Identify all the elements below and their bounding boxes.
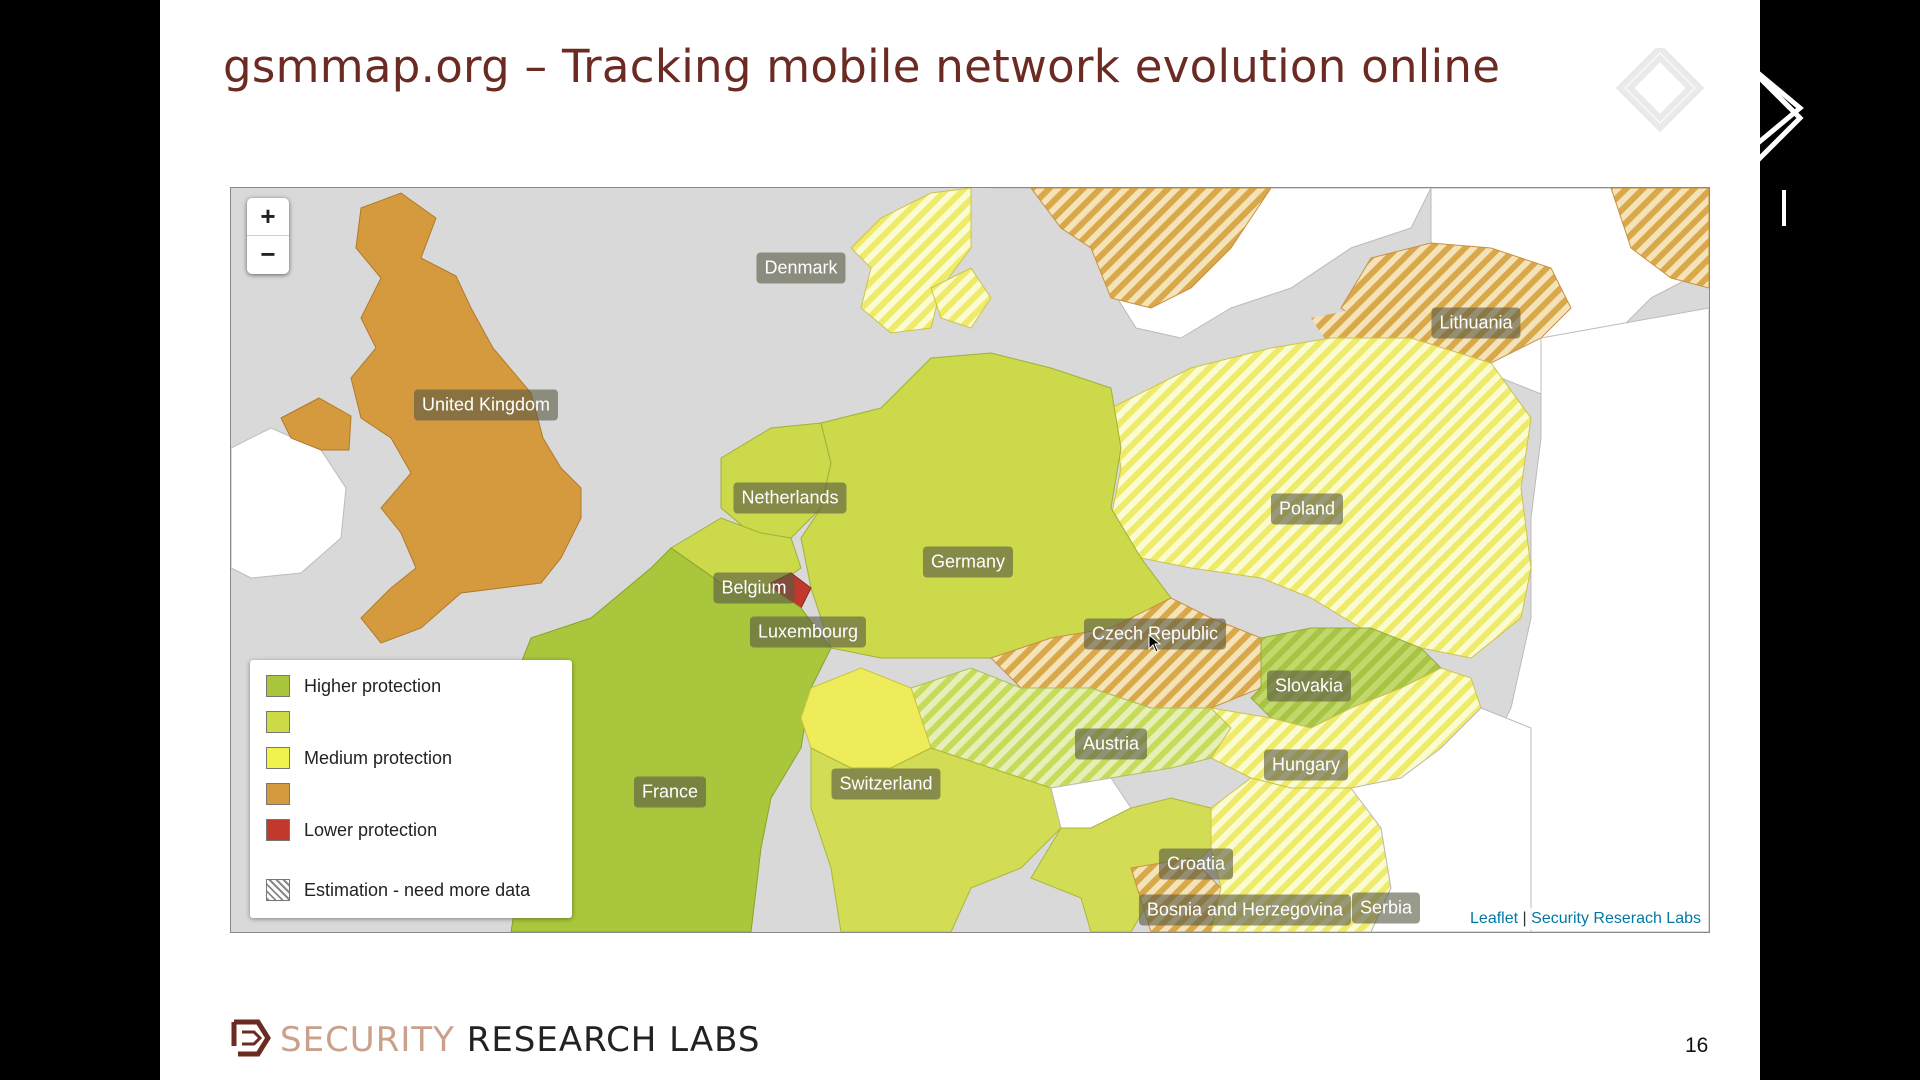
country-label-slovakia[interactable]: Slovakia <box>1266 670 1352 702</box>
country-label-lithuania[interactable]: Lithuania <box>1431 307 1521 339</box>
country-label-belgium[interactable]: Belgium <box>713 572 795 604</box>
country-label-germany[interactable]: Germany <box>922 546 1014 578</box>
legend-swatch <box>266 783 290 805</box>
source-link[interactable]: Security Reserach Labs <box>1531 910 1701 927</box>
legend-item: Lower protection <box>266 818 437 842</box>
legend-swatch <box>266 711 290 733</box>
brand-wordmark: SECURITY RESEARCH LABS <box>280 1020 760 1060</box>
country-label-austria[interactable]: Austria <box>1074 728 1148 760</box>
brand-part-security: SECURITY <box>280 1020 455 1060</box>
country-label-bosnia-and-herzegovina[interactable]: Bosnia and Herzegovina <box>1138 894 1352 926</box>
country-label-poland[interactable]: Poland <box>1270 493 1344 525</box>
attribution-separator: | <box>1522 910 1527 927</box>
legend-label: Medium protection <box>304 747 453 768</box>
brand-part-research-labs: RESEARCH LABS <box>466 1020 761 1060</box>
country-label-france[interactable]: France <box>633 776 707 808</box>
legend-item: Medium protection <box>266 746 452 770</box>
country-label-croatia[interactable]: Croatia <box>1158 848 1234 880</box>
country-label-denmark[interactable]: Denmark <box>756 252 846 284</box>
legend-item: Higher protection <box>266 674 441 698</box>
map-view[interactable]: + − Denmark Lithuania United Kingdom Net… <box>230 187 1710 933</box>
legend-swatch <box>266 819 290 841</box>
slide: gsmmap.org – Tracking mobile network evo… <box>160 0 1760 1080</box>
country-label-united-kingdom[interactable]: United Kingdom <box>413 389 559 421</box>
legend-swatch <box>266 675 290 697</box>
legend-item <box>266 710 304 734</box>
conference-logo-icon <box>1615 48 1804 226</box>
country-label-serbia[interactable]: Serbia <box>1351 892 1421 924</box>
page-number: 16 <box>1685 1034 1709 1057</box>
mouse-cursor-icon <box>1148 634 1162 653</box>
legend-swatch <box>266 747 290 769</box>
legend-item <box>266 782 304 806</box>
map-legend: Higher protection Medium protection Lowe… <box>250 660 572 918</box>
zoom-in-button[interactable]: + <box>247 198 289 236</box>
zoom-out-button[interactable]: − <box>260 239 276 269</box>
leaflet-link[interactable]: Leaflet <box>1470 910 1519 927</box>
slide-title: gsmmap.org – Tracking mobile network evo… <box>223 40 1501 93</box>
legend-label: Lower protection <box>304 819 438 840</box>
map-attribution: Leaflet | Security Reserach Labs <box>1466 908 1705 930</box>
country-label-luxembourg[interactable]: Luxembourg <box>749 616 867 648</box>
legend-label: Higher protection <box>304 675 442 696</box>
country-label-switzerland[interactable]: Switzerland <box>831 768 941 800</box>
legend-label: Estimation - need more data <box>304 879 531 900</box>
srlabs-logo-icon <box>231 1019 271 1057</box>
legend-swatch-hatched <box>266 879 290 901</box>
country-label-hungary[interactable]: Hungary <box>1263 749 1349 781</box>
legend-item: Estimation - need more data <box>266 878 530 902</box>
country-label-netherlands[interactable]: Netherlands <box>733 482 847 514</box>
zoom-control: + − <box>247 198 289 274</box>
